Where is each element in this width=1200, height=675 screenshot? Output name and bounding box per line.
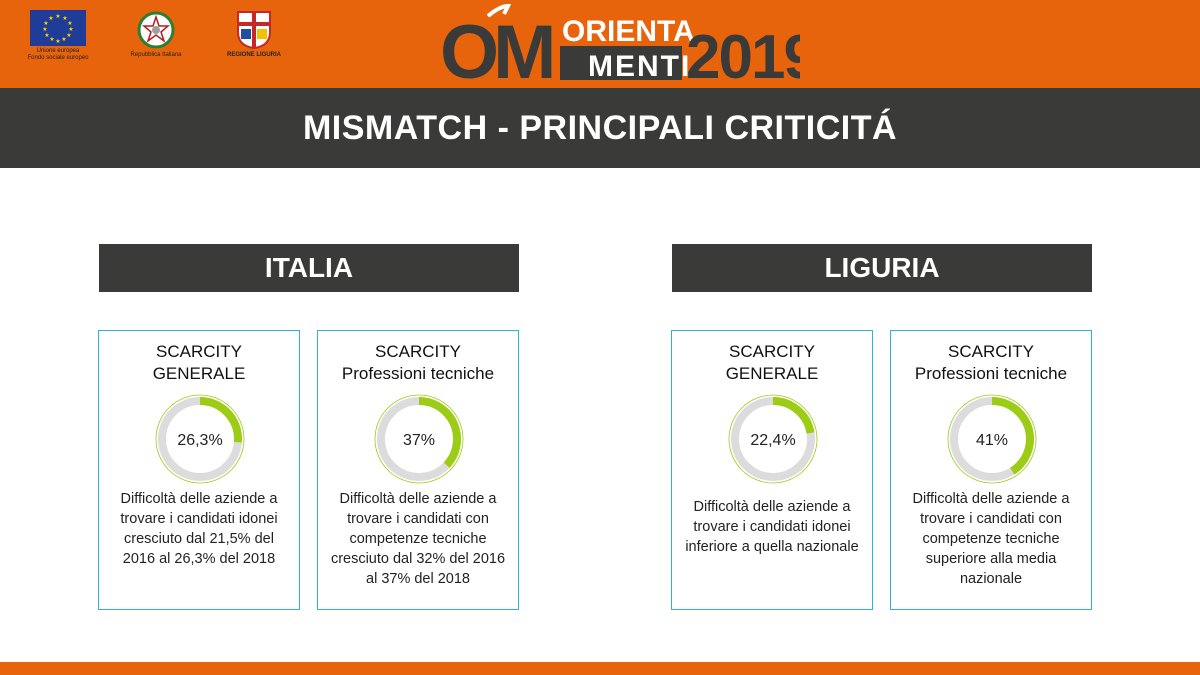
card-liguria-generale: SCARCITY GENERALE 22,4% Difficoltà delle… <box>671 330 873 610</box>
donut-gauge: 26,3% <box>155 394 245 484</box>
svg-text:★: ★ <box>48 15 53 22</box>
card-title-line2: Professioni tecniche <box>914 364 1068 383</box>
italy-caption: Repubblica Italiana <box>130 52 182 58</box>
donut-gauge: 37% <box>374 394 464 484</box>
svg-text:★: ★ <box>61 36 66 43</box>
italy-emblem-icon <box>137 11 175 49</box>
title-bar: MISMATCH - PRINCIPALI CRITICITÁ <box>0 88 1200 168</box>
card-liguria-tecniche: SCARCITY Professioni tecniche 41% Diffic… <box>890 330 1092 610</box>
gauge-outline <box>728 394 818 484</box>
region-liguria: LIGURIA <box>672 244 1092 292</box>
gauge-label: 41% <box>976 432 1008 449</box>
gauge-outline <box>155 394 245 484</box>
svg-text:★: ★ <box>62 15 67 22</box>
card-title-line1: SCARCITY <box>948 342 1034 361</box>
gauge-value-arc <box>731 397 815 481</box>
gauge-value-arc <box>158 397 242 481</box>
gauge-outline <box>374 394 464 484</box>
liguria-caption: REGIONE LIGURIA <box>226 52 281 58</box>
card-title-line2: GENERALE <box>152 364 246 383</box>
header-bar: ★ ★ ★ ★ ★ ★ ★ ★ ★ ★ ★ ★ Unione europea Fondo soc… <box>0 0 1200 88</box>
donut-gauge: 41% <box>947 394 1037 484</box>
page-title: MISMATCH - PRINCIPALI CRITICITÁ <box>302 109 898 147</box>
svg-text:★: ★ <box>44 32 49 39</box>
svg-text:★: ★ <box>66 32 71 39</box>
gauge-value-arc <box>950 397 1034 481</box>
card-title: SCARCITY Professioni tecniche <box>318 341 518 385</box>
card-description: Difficoltà delle aziende a trovare i can… <box>912 491 1070 587</box>
card-title-line2: GENERALE <box>725 364 819 383</box>
footer-bar <box>0 662 1200 675</box>
svg-text:★: ★ <box>55 38 60 45</box>
brand-year: 2019 <box>686 23 800 86</box>
gauge-label: 37% <box>403 432 435 449</box>
liguria-shield-icon <box>237 11 271 50</box>
eu-caption: Unione europea Fondo sociale europeo <box>27 48 89 61</box>
card-description: Difficoltà delle aziende a trovare i can… <box>120 491 278 567</box>
svg-text:★: ★ <box>43 20 48 27</box>
institution-logos: ★ ★ ★ ★ ★ ★ ★ ★ ★ ★ ★ ★ Unione europea Fondo soc… <box>18 10 294 62</box>
card-italia-generale: SCARCITY GENERALE 26,3% Difficoltà delle… <box>98 330 300 610</box>
svg-text:★: ★ <box>49 36 54 43</box>
brand-line1: ORIENTA <box>562 15 695 48</box>
card-title-line1: SCARCITY <box>156 342 242 361</box>
italy-logo: Repubblica Italiana <box>116 10 196 62</box>
svg-text:★: ★ <box>68 26 73 33</box>
card-title-line1: SCARCITY <box>729 342 815 361</box>
svg-text:★: ★ <box>55 13 60 20</box>
gauge-label: 26,3% <box>177 432 222 449</box>
eu-flag-icon: ★ ★★ ★★★ ★★★ ★★★ <box>30 10 86 46</box>
card-description: Difficoltà delle aziende a trovare i can… <box>330 491 506 587</box>
gauge-value-arc <box>377 397 461 481</box>
eu-logo: ★ ★ ★ ★ ★ ★ ★ ★ ★ ★ ★ ★ Unione europea Fondo soc… <box>18 10 98 62</box>
card-italia-tecniche: SCARCITY Professioni tecniche 37% Diffic… <box>317 330 519 610</box>
orientamenti-logo: OM ORIENTA MENTI 2019 <box>440 4 800 86</box>
brand-arrow-icon <box>486 4 512 18</box>
card-title: SCARCITY GENERALE <box>672 341 872 385</box>
gauge-label: 22,4% <box>750 432 795 449</box>
svg-text:★: ★ <box>42 26 47 33</box>
brand-mark: OM <box>440 10 552 86</box>
donut-gauge: 22,4% <box>728 394 818 484</box>
card-title: SCARCITY Professioni tecniche <box>891 341 1091 385</box>
svg-text:★: ★ <box>67 20 72 27</box>
liguria-logo: REGIONE LIGURIA <box>214 10 294 62</box>
card-description: Difficoltà delle aziende a trovare i can… <box>685 499 859 555</box>
brand-line2: MENTI <box>588 50 691 83</box>
card-title: SCARCITY GENERALE <box>99 341 299 385</box>
card-title-line2: Professioni tecniche <box>341 364 495 383</box>
card-title-line1: SCARCITY <box>375 342 461 361</box>
region-italia: ITALIA <box>99 244 519 292</box>
gauge-outline <box>947 394 1037 484</box>
